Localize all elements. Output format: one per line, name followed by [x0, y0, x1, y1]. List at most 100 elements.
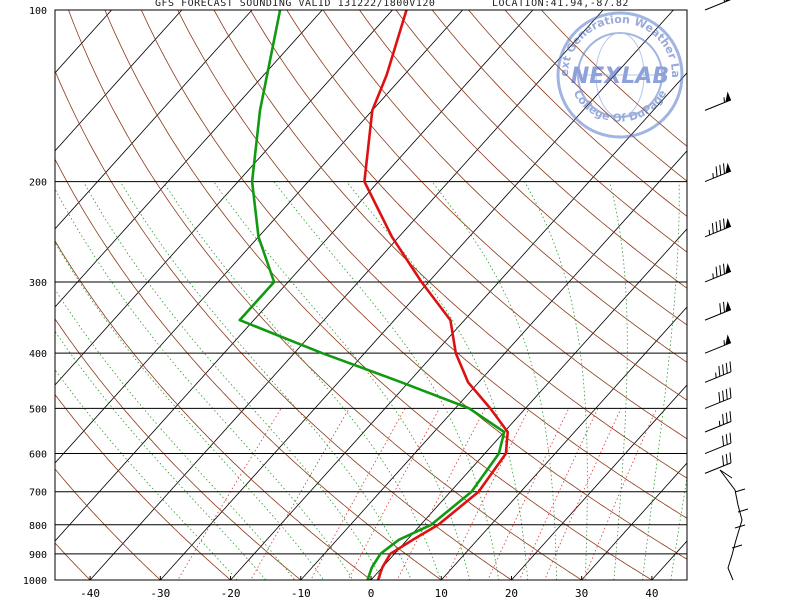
- barb-flag: [719, 265, 722, 276]
- moist-adiabat-line: [670, 475, 687, 580]
- isotherm-line: [510, 384, 687, 580]
- barb-flag: [718, 365, 721, 377]
- dry-adiabat-line: [395, 10, 687, 289]
- barb-pennant: [725, 91, 731, 103]
- dry-adiabat-line: [177, 10, 687, 519]
- moist-adiabat-line: [431, 181, 557, 580]
- barb-flag: [718, 391, 721, 403]
- dry-adiabat-line: [55, 394, 232, 580]
- low-level-wind-trace: [719, 469, 743, 581]
- moist-adiabat-line: [346, 181, 529, 580]
- barb-flag: [734, 488, 746, 493]
- barb-flag: [725, 362, 728, 374]
- pressure-tick-900: 900: [29, 550, 47, 561]
- barb-flag: [723, 218, 725, 230]
- mixing-ratio-line: [544, 408, 622, 580]
- barb-pennant: [725, 0, 730, 2]
- wind-barb-150: [704, 91, 732, 111]
- moist-adiabat-line: [641, 181, 680, 580]
- moist-adiabat-line: [83, 181, 383, 580]
- barb-pennant: [725, 162, 731, 174]
- temperature-tick--40: -40: [80, 587, 100, 600]
- wind-barb-300: [704, 263, 732, 283]
- barb-pennant: [725, 263, 731, 274]
- barb-flag: [729, 432, 732, 444]
- temperature-tick--10: -10: [291, 587, 311, 600]
- barb-pennant: [725, 334, 731, 345]
- barb-flag: [723, 0, 725, 3]
- moist-adiabat-line: [55, 241, 325, 580]
- wind-barb-650: [704, 452, 732, 474]
- wind-barb-350: [704, 301, 732, 321]
- moist-adiabat-line: [55, 188, 354, 580]
- dry-adiabat-line: [213, 10, 687, 479]
- temperature-tick-10: 10: [435, 587, 448, 600]
- barb-flag: [723, 163, 725, 174]
- dry-adiabat-line: [322, 10, 687, 363]
- barb-flag: [731, 544, 743, 549]
- moist-adiabat-line: [273, 181, 500, 580]
- barb-flag: [723, 301, 725, 313]
- chart-title: GFS FORECAST SOUNDING VALID 131222/1800V…: [155, 0, 436, 9]
- isotherm-line: [89, 10, 604, 580]
- dry-adiabat-line: [359, 10, 687, 326]
- barb-staff: [704, 371, 732, 383]
- barb-flag: [722, 364, 725, 375]
- wind-barb-500: [704, 387, 732, 409]
- mixing-ratio-line: [310, 408, 406, 580]
- temperature-tick--30: -30: [150, 587, 170, 600]
- isobar-lines: [55, 9, 687, 581]
- dry-adiabat-line: [431, 10, 687, 253]
- isotherm-line: [581, 462, 687, 580]
- pressure-tick-300: 300: [29, 278, 47, 289]
- barb-flag: [722, 414, 725, 425]
- logo-text: NEXLAB: [571, 64, 669, 89]
- dry-adiabat-line: [55, 542, 91, 580]
- isotherm-line: [370, 228, 687, 580]
- isotherm-line: [55, 10, 394, 386]
- barb-flag: [725, 412, 728, 424]
- barb-flag: [715, 166, 718, 177]
- isotherm-line: [711, 0, 800, 592]
- barb-flag: [711, 223, 714, 234]
- dry-adiabat-line: [286, 10, 687, 401]
- wind-barb-450: [704, 361, 732, 383]
- mixing-ratio-line: [487, 408, 570, 580]
- moist-adiabat-line: [55, 330, 267, 580]
- barb-flag: [737, 508, 749, 513]
- isotherm-line: [0, 0, 53, 592]
- wind-barb-100: [704, 0, 732, 11]
- dry-adiabat-line: [249, 10, 687, 440]
- moist-adiabat-line: [119, 181, 412, 580]
- pressure-tick-500: 500: [29, 404, 47, 415]
- barb-flag: [715, 221, 718, 233]
- isotherm-line: [55, 10, 253, 230]
- dry-adiabat-line: [55, 318, 302, 580]
- isotherm-line: [55, 10, 183, 152]
- barb-flag: [722, 455, 725, 466]
- dry-adiabat-line: [55, 468, 161, 580]
- barb-flag: [719, 220, 722, 231]
- barb-staff: [704, 442, 732, 455]
- dry-adiabat-line: [55, 240, 372, 580]
- barb-flag: [719, 303, 722, 314]
- temperature-profile: [363, 10, 510, 580]
- dry-adiabat-line: [104, 10, 653, 580]
- pressure-tick-labels: 100 200 300 400 500 600 700 800 900 1000: [23, 6, 47, 587]
- barb-flag: [725, 388, 728, 400]
- barb-pennant: [725, 217, 731, 229]
- barb-flag: [722, 435, 725, 447]
- isotherm-line: [55, 10, 464, 464]
- temperature-tick-40: 40: [645, 587, 658, 600]
- isotherm-line: [159, 10, 674, 580]
- barb-flag: [715, 266, 718, 278]
- moist-adiabat-line: [609, 181, 628, 580]
- barb-staff: [704, 421, 732, 433]
- mixing-ratio-line: [347, 408, 440, 580]
- isotherm-line: [55, 10, 534, 542]
- isotherm-line: [55, 10, 113, 74]
- barb-flag: [729, 452, 732, 463]
- barb-flag: [725, 434, 728, 445]
